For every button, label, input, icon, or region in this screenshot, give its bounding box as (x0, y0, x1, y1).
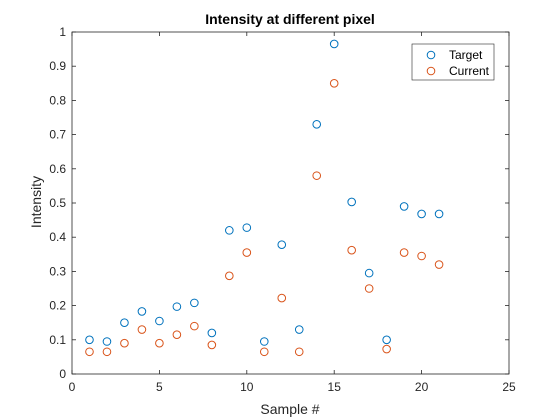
data-point-target (364, 268, 374, 278)
data-point-target (155, 316, 164, 326)
y-tick-label: 0.4 (49, 230, 66, 244)
y-tick-label: 0.3 (49, 264, 66, 278)
data-point-target (347, 197, 356, 207)
data-point-target (382, 335, 391, 345)
data-point-target (329, 39, 339, 49)
chart-title: Intensity at different pixel (205, 11, 375, 27)
data-point-target (294, 325, 304, 334)
data-point-current (190, 321, 199, 331)
data-point-target (225, 226, 234, 235)
x-tick-label: 5 (156, 380, 163, 394)
legend-box (411, 43, 495, 81)
data-point-current (207, 340, 217, 350)
data-point-current (399, 248, 409, 257)
y-tick-label: 0.9 (49, 59, 66, 73)
data-point-target (399, 202, 409, 211)
y-tick-label: 0 (59, 367, 66, 381)
data-point-target (190, 298, 199, 308)
data-point-target (277, 240, 287, 250)
data-point-current (242, 248, 252, 257)
legend: Target Current (411, 43, 495, 81)
data-point-target (172, 302, 182, 311)
y-axis-title: Intensity (28, 176, 44, 228)
data-point-current (85, 347, 94, 357)
data-point-current (329, 79, 339, 88)
data-point-target (417, 209, 426, 219)
legend-label-target: Target (449, 48, 483, 62)
data-point-current (364, 284, 374, 293)
data-point-current (434, 260, 444, 269)
plot-frame (71, 31, 510, 375)
data-point-current (312, 171, 322, 180)
y-tick-label: 1 (59, 25, 66, 39)
data-point-current (294, 347, 304, 357)
legend-marker-current (426, 66, 436, 76)
y-tick-label: 0.7 (49, 128, 66, 142)
data-point-target (434, 209, 444, 219)
data-point-target (85, 335, 94, 345)
data-point-current (382, 344, 391, 354)
data-point-current (172, 330, 182, 339)
y-tick-label: 0.5 (49, 196, 66, 210)
x-tick-label: 0 (69, 380, 76, 394)
plot-area: 0 5 10 15 20 25 0 0.1 0.2 0.3 0.4 0.5 0.6 0.7 0.8 0.9 1 (49, 25, 516, 394)
x-tick-label: 25 (502, 380, 516, 394)
data-point-current (120, 338, 129, 348)
x-axis-title: Sample # (260, 401, 319, 417)
y-tick-label: 0.6 (49, 162, 66, 176)
legend-label-current: Current (449, 64, 490, 78)
legend-marker-target (426, 50, 436, 60)
data-point-current (417, 251, 426, 261)
x-tick-label: 10 (240, 380, 254, 394)
data-point-target (137, 307, 147, 316)
data-point-current (102, 347, 112, 357)
data-point-current (137, 325, 147, 334)
data-point-target (102, 337, 112, 346)
y-tick-label: 0.2 (49, 299, 66, 313)
x-tick-label: 20 (415, 380, 429, 394)
data-point-current (347, 245, 356, 255)
data-point-target (207, 328, 217, 338)
data-point-current (277, 293, 287, 303)
data-point-current (225, 271, 234, 281)
data-point-current (155, 338, 164, 348)
data-point-target (259, 337, 269, 346)
y-tick-label: 0.1 (49, 333, 66, 347)
data-point-target (312, 120, 322, 129)
data-point-target (242, 223, 252, 232)
y-tick-label: 0.8 (49, 93, 66, 107)
data-point-target (120, 318, 129, 328)
x-tick-label: 15 (328, 380, 342, 394)
data-point-current (259, 347, 269, 357)
